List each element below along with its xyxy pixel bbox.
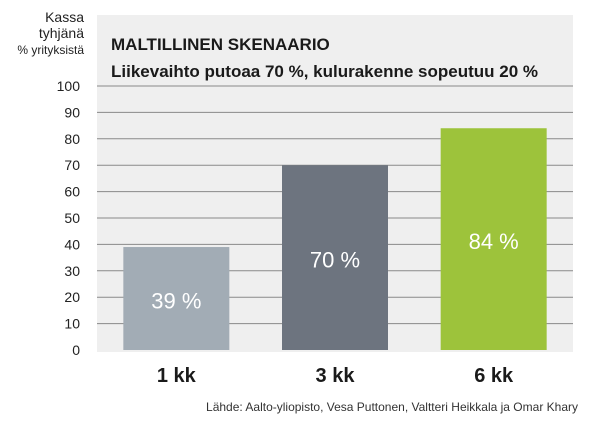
y-tick-label: 40 [64, 236, 80, 252]
bar [440, 128, 547, 350]
y-tick-label: 100 [57, 78, 81, 94]
bar-value-label: 84 % [469, 229, 519, 254]
y-tick-label: 70 [64, 157, 80, 173]
y-tick-label: 10 [64, 316, 80, 332]
bar [123, 247, 230, 350]
bar-value-label: 39 % [151, 289, 201, 314]
x-tick-label: 1 kk [157, 365, 197, 387]
chart-subtitle: Liikevaihto putoaa 70 %, kulurakenne sop… [111, 62, 538, 81]
y-tick-label: 0 [72, 342, 80, 358]
bar-value-label: 70 % [310, 248, 360, 273]
x-tick-label: 3 kk [316, 365, 356, 387]
chart-title: MALTILLINEN SKENAARIO [111, 35, 330, 54]
y-tick-label: 20 [64, 289, 80, 305]
y-axis-label-line-1: Kassa [45, 9, 84, 25]
bar [282, 165, 388, 350]
y-tick-label: 80 [64, 131, 80, 147]
y-tick-label: 50 [64, 210, 80, 226]
x-tick-label: 6 kk [474, 365, 514, 387]
source-note: Lähde: Aalto-yliopisto, Vesa Puttonen, V… [206, 400, 578, 414]
y-tick-label: 90 [64, 104, 80, 120]
y-axis-label-line-3: % yrityksistä [17, 43, 84, 57]
y-tick-label: 30 [64, 263, 80, 279]
y-axis-label-line-2: tyhjänä [38, 25, 84, 41]
y-tick-label: 60 [64, 184, 80, 200]
